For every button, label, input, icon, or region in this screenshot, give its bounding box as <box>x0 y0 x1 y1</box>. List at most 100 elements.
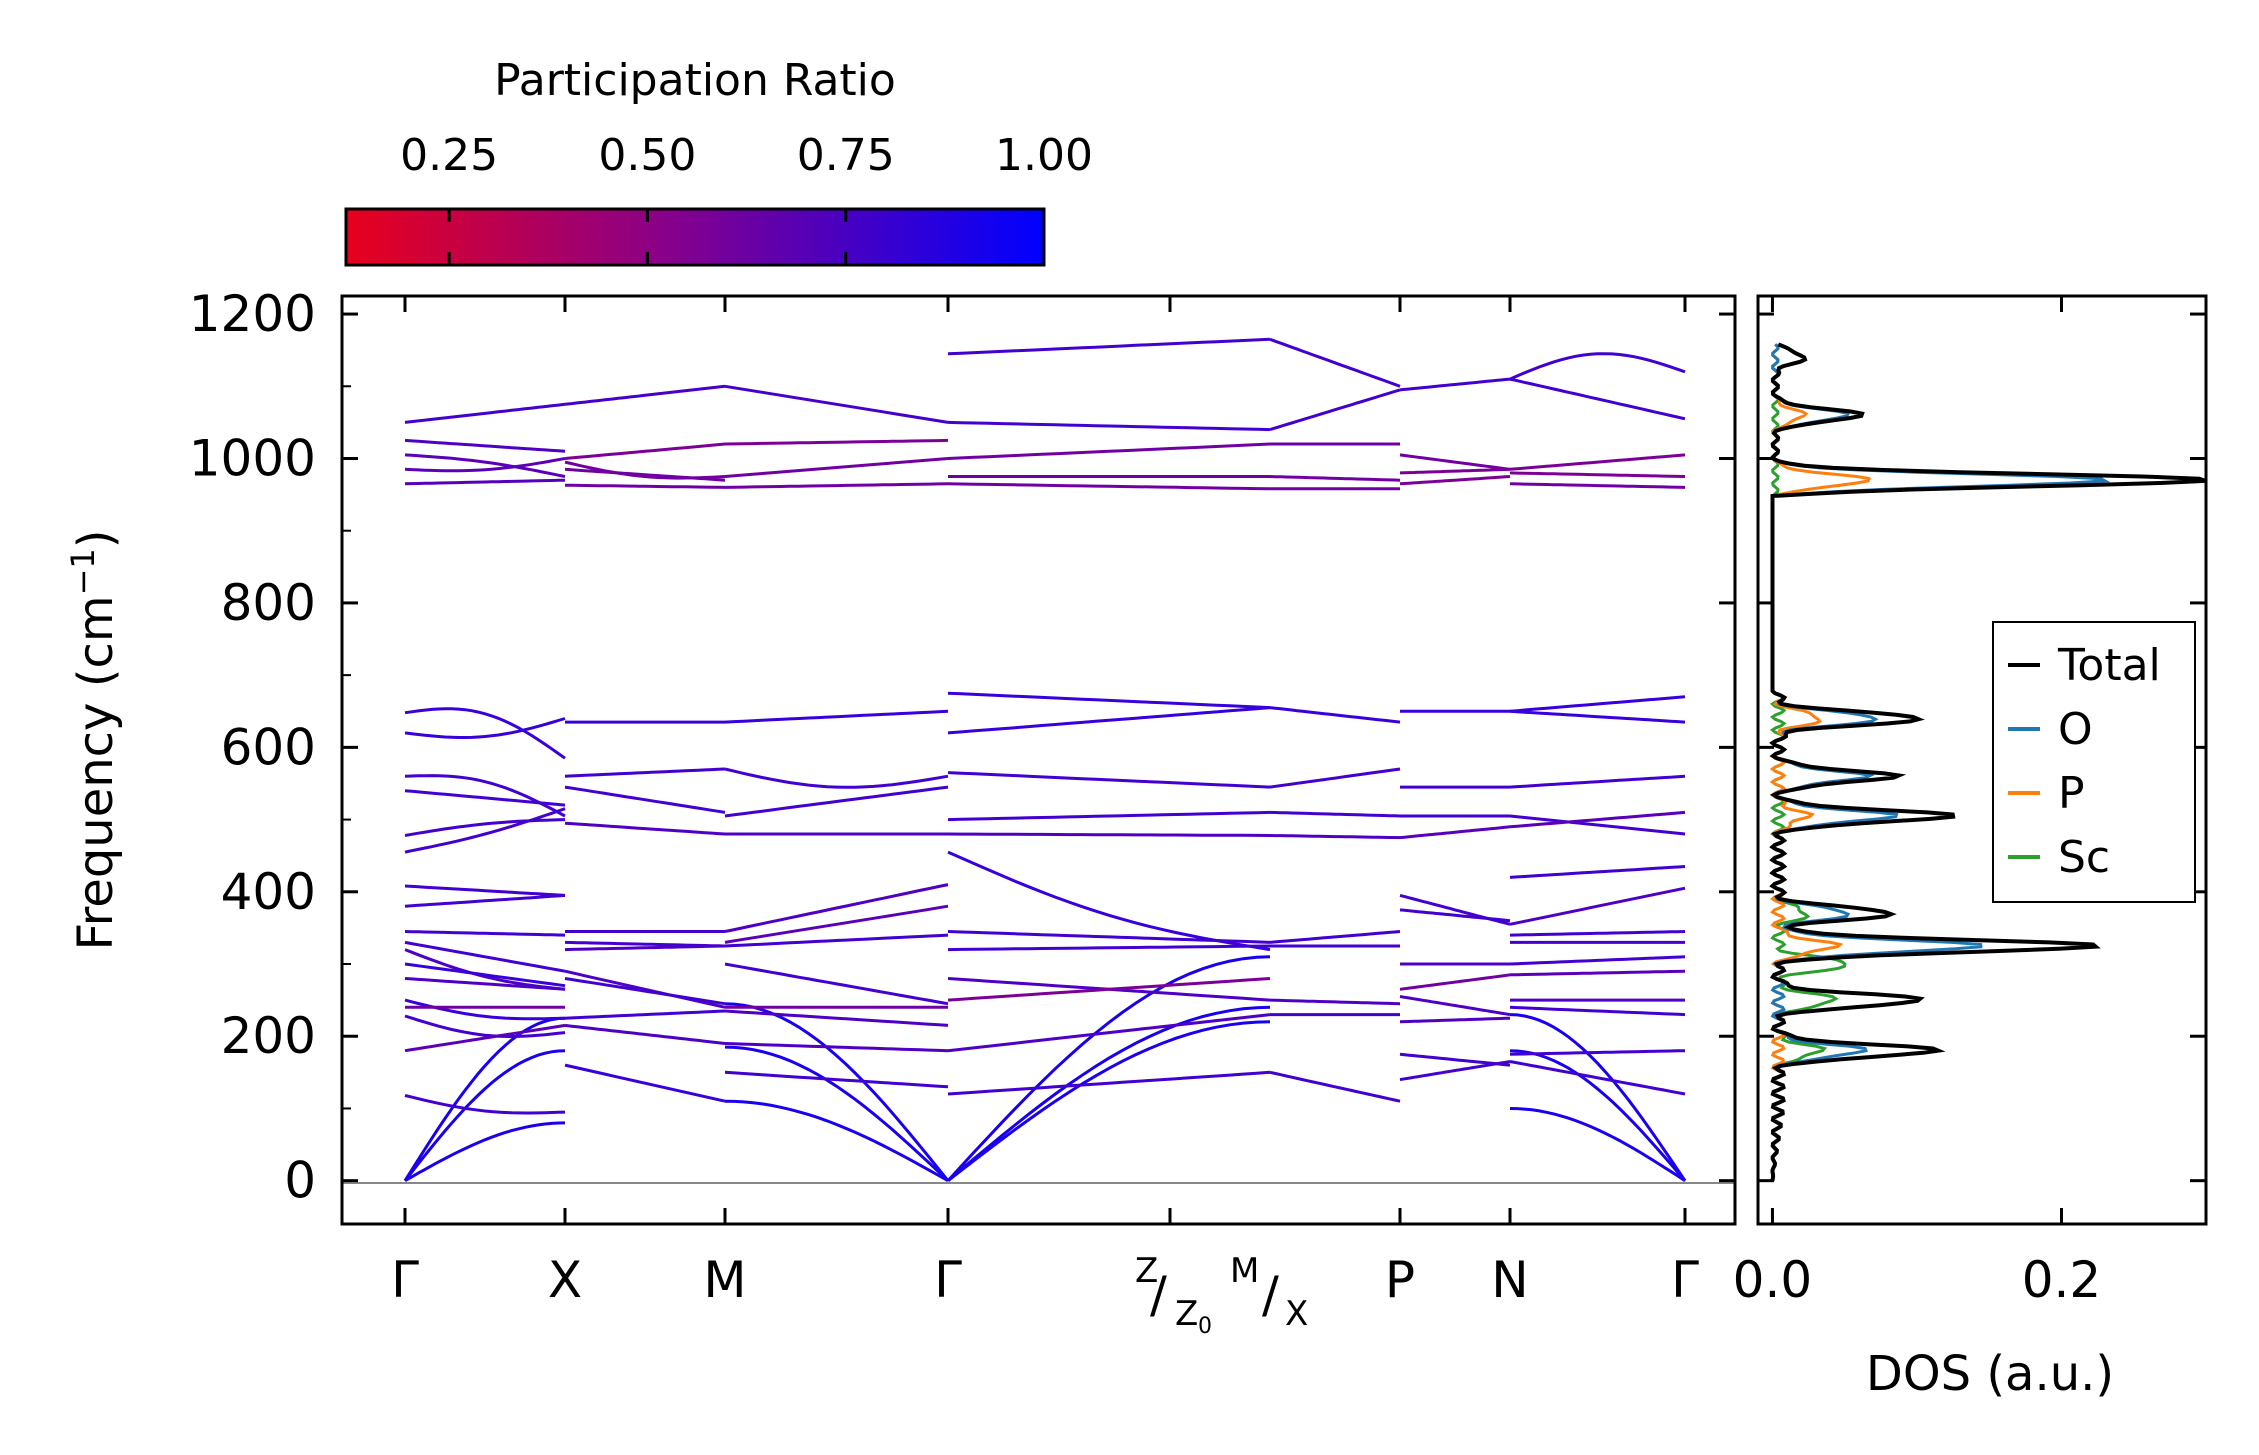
band-line <box>1509 709 1686 724</box>
plot-frame <box>340 294 1737 1226</box>
band-line <box>1399 467 1511 475</box>
band-line <box>564 1063 726 1103</box>
band-line <box>947 850 1271 952</box>
break-label-zsub: Z <box>1175 1294 1198 1334</box>
band-line <box>724 883 949 933</box>
band-line <box>404 707 566 760</box>
band-line <box>1399 908 1511 923</box>
band-line <box>564 483 726 489</box>
band-line <box>1509 377 1686 421</box>
band-line <box>1269 388 1401 432</box>
band-line <box>404 930 566 937</box>
dos-x-tick-label: 0.2 <box>2022 1251 2102 1309</box>
y-tick-label: 1000 <box>189 429 316 487</box>
dos-line-p <box>1769 343 1872 1181</box>
band-line <box>724 457 949 478</box>
band-line <box>1509 955 1686 966</box>
break-label-z: Z <box>1135 1251 1158 1291</box>
x-axis: Γ X M Γ P N ΓZ/Z 0M / X <box>391 296 1699 1339</box>
dos-x-tick-label: 0.0 <box>1733 1251 1813 1309</box>
colorbar-tick-label: 0.75 <box>797 130 895 181</box>
band-line <box>1509 865 1686 879</box>
band-line <box>1509 1005 1686 1017</box>
band-line <box>947 420 1271 432</box>
band-line <box>947 1013 1271 1053</box>
band-line <box>947 810 1271 822</box>
band-line <box>947 337 1271 356</box>
band-line <box>404 438 566 453</box>
band-line <box>947 771 1271 789</box>
band-line <box>724 709 949 724</box>
x-break-label: Z/Z 0M / X <box>1135 1251 1308 1339</box>
band-line <box>1509 1060 1686 1096</box>
band-line <box>947 977 1271 1002</box>
band-line <box>1509 482 1686 489</box>
band-line <box>404 977 566 991</box>
band-line <box>564 467 726 482</box>
band-line <box>1269 930 1401 944</box>
band-line <box>564 785 726 814</box>
y-axis-label-close: ) <box>68 529 124 548</box>
band-line <box>564 384 726 406</box>
band-line <box>947 1070 1271 1096</box>
band-acoustic <box>403 1016 566 1182</box>
band-line <box>404 457 566 473</box>
band-line <box>1399 995 1511 1017</box>
dos-line-total <box>1769 342 2206 1181</box>
band-line <box>1269 475 1401 482</box>
band-line <box>1269 767 1401 789</box>
band-line <box>724 1070 949 1089</box>
band-acoustic <box>404 1121 566 1183</box>
break-label-zsub2: 0 <box>1198 1314 1212 1339</box>
band-line <box>1509 810 1686 829</box>
band-line <box>1399 453 1511 471</box>
band-acoustic <box>947 1020 1271 1182</box>
band-line <box>404 789 566 807</box>
band-line <box>947 482 1271 491</box>
band-line <box>564 977 726 1006</box>
band-line <box>1399 377 1511 392</box>
dos-x-label: DOS (a.u.) <box>1866 1346 2114 1402</box>
dos-frame <box>1756 294 2208 1226</box>
band-line <box>1269 1070 1401 1103</box>
x-tick-label: Γ <box>1671 1251 1699 1309</box>
band-line <box>1269 337 1401 388</box>
band-line <box>404 818 566 837</box>
band-line <box>1399 1016 1511 1024</box>
band-line <box>1509 930 1686 937</box>
band-acoustic <box>1509 1049 1687 1182</box>
colorbar-tick-label: 0.25 <box>400 130 498 181</box>
y-tick-label: 800 <box>221 574 316 632</box>
band-line <box>1509 453 1686 471</box>
band-line <box>1269 834 1401 840</box>
colorbar-tick-label: 1.00 <box>995 130 1093 181</box>
band-line <box>724 962 949 1006</box>
band-line <box>564 821 726 836</box>
band-line <box>404 998 566 1021</box>
colorbar-ticks: 0.25 0.50 0.75 1.00 <box>400 130 1093 265</box>
dos-curves <box>1769 342 2206 1181</box>
band-line <box>404 453 566 478</box>
colorbar-tick-label: 0.50 <box>598 130 696 181</box>
band-line <box>1399 475 1511 486</box>
y-axis: 0 200 400 600 800 1000 1200 <box>189 285 1735 1210</box>
band-line <box>1509 1049 1686 1056</box>
y-tick-label: 400 <box>221 863 316 921</box>
x-tick-label: M <box>703 1251 746 1309</box>
band-acoustic <box>946 955 1271 1182</box>
band-line <box>724 1009 949 1027</box>
band-line <box>404 893 566 908</box>
legend-label: Total <box>2057 640 2161 691</box>
dos-axis: 0.0 0.2 <box>1733 296 2206 1309</box>
y-axis-label: Frequency (cm−1) <box>64 529 124 950</box>
band-line <box>564 1023 726 1045</box>
break-label-m: M <box>1230 1251 1259 1291</box>
band-line <box>947 706 1271 735</box>
band-line <box>724 384 949 424</box>
band-line <box>404 807 566 854</box>
band-line <box>404 478 566 486</box>
band-acoustic <box>1509 1013 1687 1182</box>
band-line <box>947 930 1271 944</box>
band-line <box>947 691 1271 710</box>
